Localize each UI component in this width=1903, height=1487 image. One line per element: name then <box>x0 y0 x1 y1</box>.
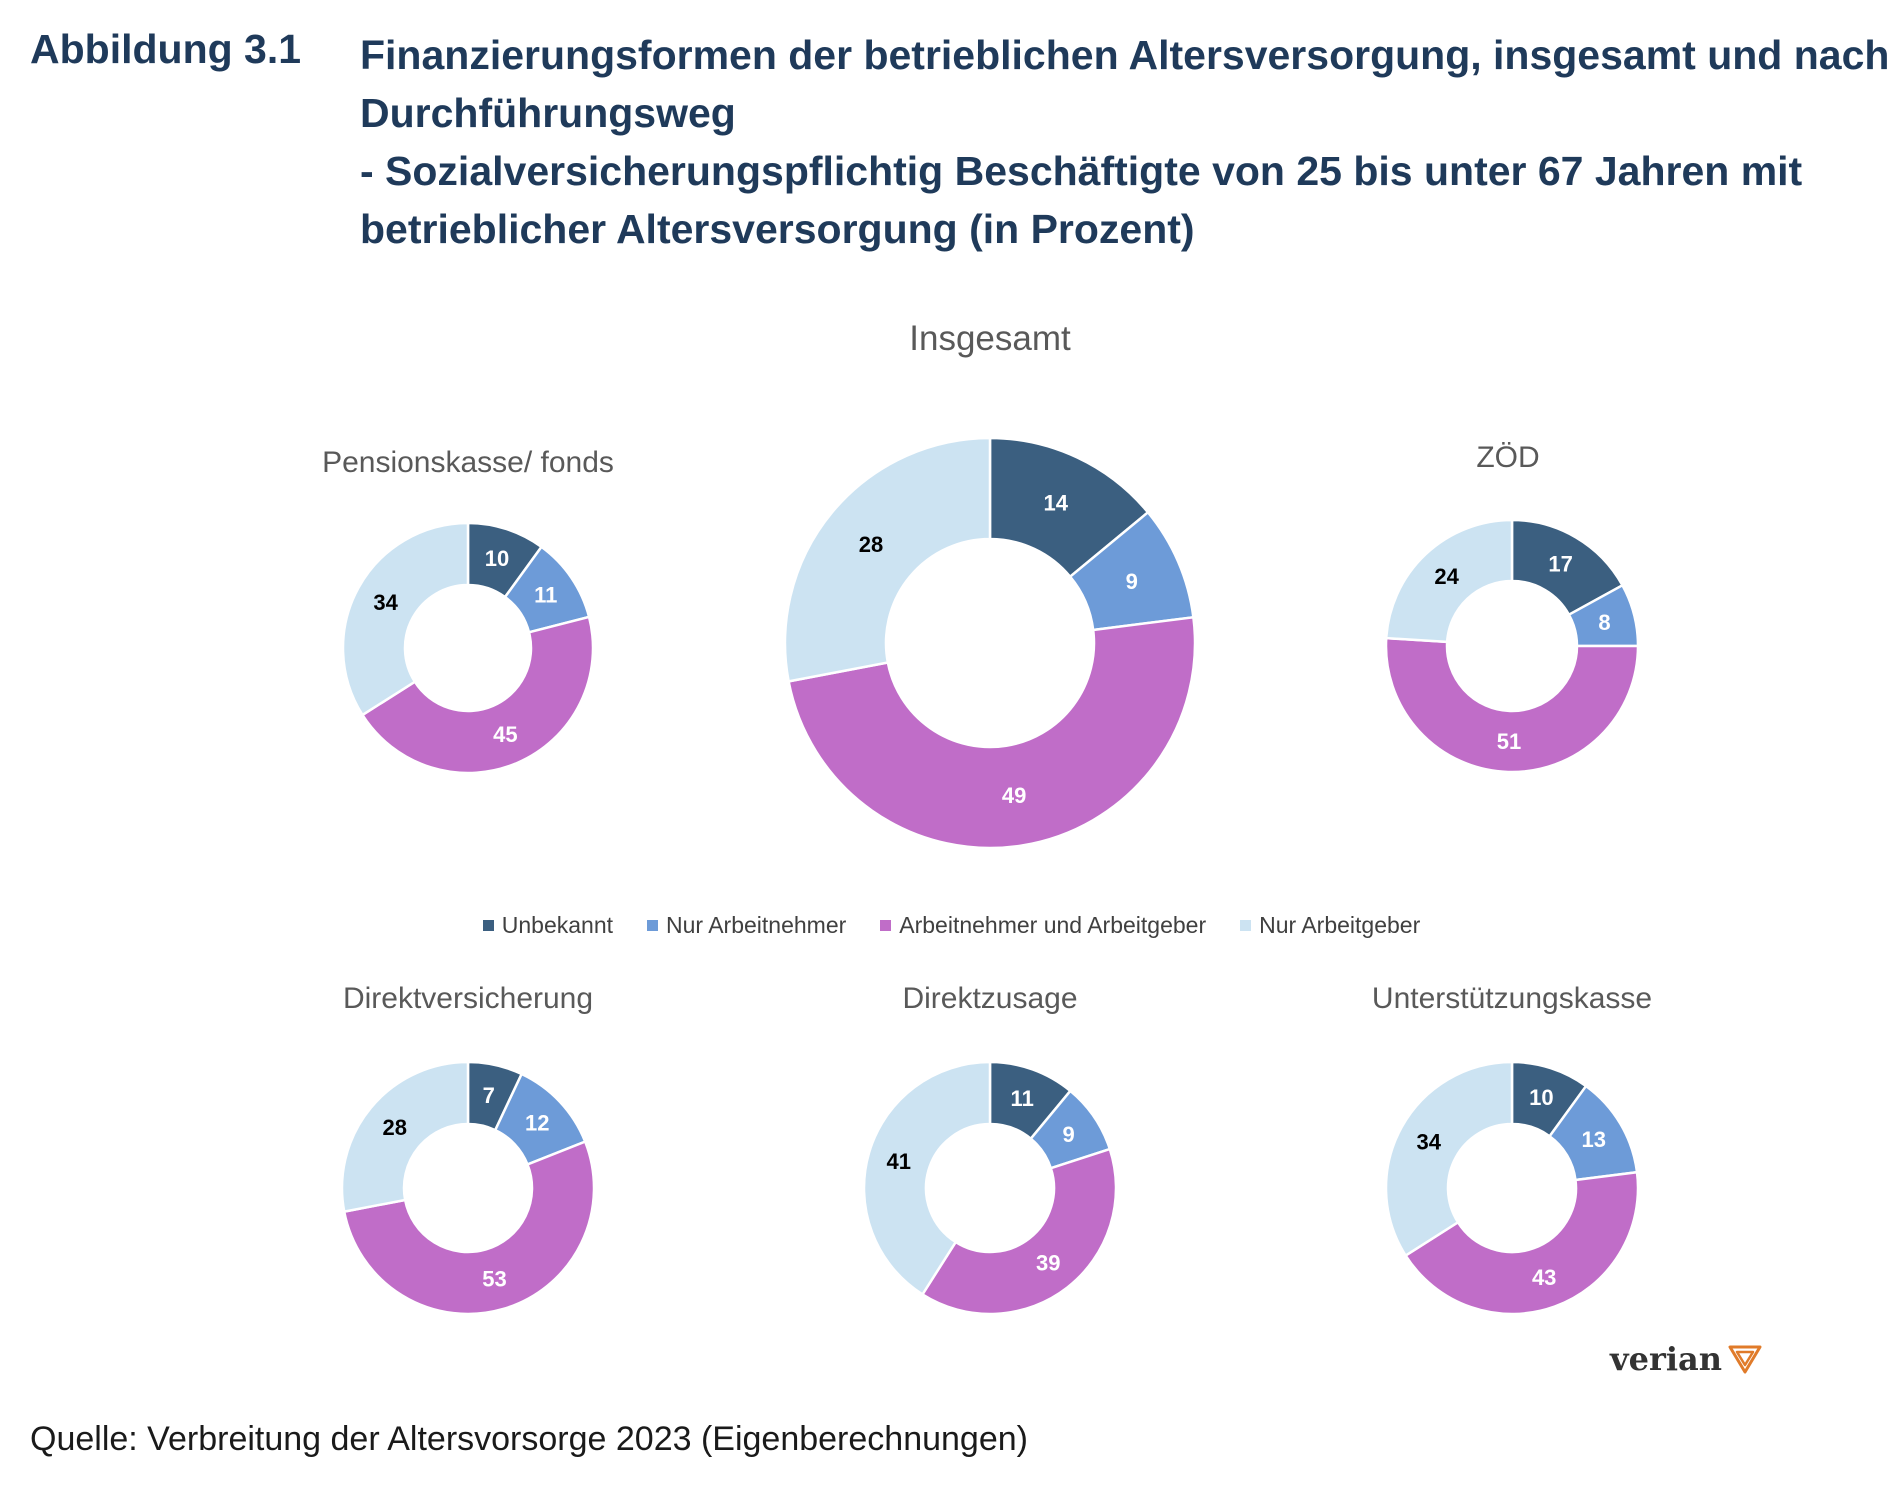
data-label: 7 <box>483 1083 495 1108</box>
figure-label: Abbildung 3.1 <box>30 26 302 72</box>
data-label: 17 <box>1548 551 1572 576</box>
figure-title-line: - Sozialversicherungspflichtig Beschäfti… <box>360 148 1803 194</box>
legend-label: Nur Arbeitnehmer <box>666 912 847 938</box>
donut-slice-unbekannt <box>988 436 1150 579</box>
data-label: 12 <box>525 1110 549 1135</box>
donut-slice-arbeitnehmer-und-arbeitgeber <box>1384 636 1640 774</box>
data-label: 8 <box>1598 610 1610 635</box>
data-label: 49 <box>1002 783 1026 808</box>
donut-zöd: ZÖD 17 8 51 24 <box>1384 441 1640 774</box>
data-label: 9 <box>1062 1122 1074 1147</box>
data-label: 45 <box>493 722 517 747</box>
legend: Unbekannt Nur Arbeitnehmer Arbeitnehmer … <box>0 912 1903 939</box>
chart-title: Direktversicherung <box>343 982 593 1015</box>
legend-item-nur-arbeitgeber: Nur Arbeitgeber <box>1240 912 1420 939</box>
donut-direktzusage: Direktzusage 11 9 39 41 <box>862 982 1118 1316</box>
chart-title: Unterstützungskasse <box>1372 982 1652 1015</box>
donut-slice-nur-arbeitgeber <box>1384 518 1514 644</box>
data-label: 53 <box>482 1267 506 1292</box>
source-note: Quelle: Verbreitung der Altersvorsorge 2… <box>30 1420 1028 1458</box>
data-label: 28 <box>383 1115 407 1140</box>
chart-title: Insgesamt <box>909 319 1071 358</box>
donut-slice-arbeitnehmer-und-arbeitgeber <box>360 615 595 775</box>
donut-slice-nur-arbeitgeber <box>341 521 470 717</box>
legend-swatch <box>1240 920 1252 931</box>
legend-item-unbekannt: Unbekannt <box>482 912 614 939</box>
data-label: 43 <box>1532 1265 1556 1290</box>
donut-slice-nur-arbeitgeber <box>862 1060 992 1297</box>
logo-icon <box>1728 1345 1762 1374</box>
figure-title: Finanzierungsformen der betrieblichen Al… <box>360 26 1890 258</box>
donut-slice-arbeitnehmer-und-arbeitgeber <box>342 1139 596 1316</box>
legend-item-nur-arbeitnehmer: Nur Arbeitnehmer <box>647 912 846 939</box>
data-label: 13 <box>1582 1127 1606 1152</box>
donut-slice-nur-arbeitgeber <box>1384 1060 1514 1258</box>
data-label: 34 <box>1417 1130 1442 1155</box>
data-label: 11 <box>1011 1086 1034 1111</box>
donut-direktversicherung: Direktversicherung 7 12 53 28 <box>340 982 596 1316</box>
logo-wordmark: verian <box>1610 1340 1722 1378</box>
legend-swatch <box>482 920 494 931</box>
data-label: 34 <box>373 590 398 615</box>
donut-unterstützungskasse: Unterstützungskasse 10 13 43 34 <box>1372 982 1652 1316</box>
legend-label: Nur Arbeitgeber <box>1259 912 1421 938</box>
legend-label: Arbeitnehmer und Arbeitgeber <box>899 912 1207 938</box>
donut-slice-nur-arbeitgeber <box>783 436 992 683</box>
data-label: 39 <box>1036 1251 1060 1276</box>
legend-swatch <box>647 920 659 931</box>
data-label: 14 <box>1044 491 1069 516</box>
legend-label: Unbekannt <box>501 912 614 938</box>
donut-slice-arbeitnehmer-und-arbeitgeber <box>920 1147 1118 1316</box>
chart-title: ZÖD <box>1476 441 1539 474</box>
figure-title-line: Finanzierungsformen der betrieblichen Al… <box>360 32 1890 78</box>
data-label: 10 <box>1529 1085 1553 1110</box>
chart-title: Pensionskasse/ fonds <box>322 446 614 479</box>
donut-slice-nur-arbeitgeber <box>340 1060 470 1214</box>
data-label: 9 <box>1126 569 1138 594</box>
data-label: 51 <box>1497 729 1521 754</box>
legend-item-arbeitnehmer-und-arbeitgeber: Arbeitnehmer und Arbeitgeber <box>880 912 1206 939</box>
data-label: 41 <box>887 1149 911 1174</box>
data-label: 24 <box>1434 564 1459 589</box>
figure-title-line: Durchführungsweg <box>360 90 736 136</box>
data-label: 11 <box>534 583 557 608</box>
figure-title-line: betrieblicher Altersversorgung (in Proze… <box>360 206 1195 252</box>
donut-slice-arbeitnehmer-und-arbeitgeber <box>787 615 1197 850</box>
donut-insgesamt: Insgesamt 14 9 49 28 <box>783 319 1197 850</box>
data-label: 10 <box>485 546 509 571</box>
donut-slice-arbeitnehmer-und-arbeitgeber <box>1403 1170 1640 1316</box>
donut-pensionskasse-fonds: Pensionskasse/ fonds 10 11 45 34 <box>322 446 614 775</box>
verian-logo: verian <box>1610 1340 1762 1378</box>
chart-title: Direktzusage <box>902 982 1077 1015</box>
legend-swatch <box>880 920 892 931</box>
data-label: 28 <box>859 532 883 557</box>
